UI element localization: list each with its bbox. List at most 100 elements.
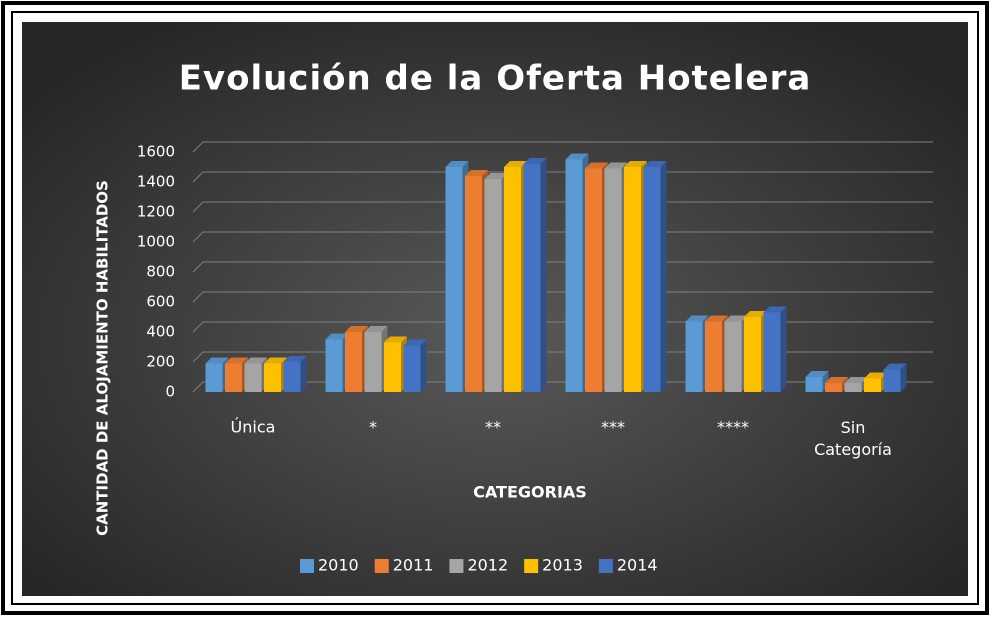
bar-top	[685, 315, 709, 322]
bar	[643, 167, 661, 392]
legend-swatch	[524, 559, 539, 573]
grid-line	[192, 231, 933, 243]
bar-top	[364, 326, 388, 332]
y-tick-label: 400	[146, 323, 175, 341]
bar-top	[604, 162, 628, 169]
grid-line	[192, 201, 933, 213]
bar	[523, 164, 541, 392]
y-tick-label: 1600	[137, 143, 175, 161]
bar-top	[805, 371, 829, 377]
bar-top	[643, 161, 667, 167]
bar-top	[403, 339, 427, 346]
bar-side	[660, 161, 667, 392]
bar	[205, 363, 223, 392]
bar	[724, 321, 742, 392]
legend-label: 2010	[318, 556, 359, 575]
bar	[744, 317, 761, 392]
legend-swatch	[598, 559, 613, 573]
bar	[384, 342, 401, 392]
y-tick-label: 1400	[137, 173, 175, 191]
grid-line	[192, 171, 933, 183]
x-tick-label: *	[369, 418, 377, 437]
bar-top	[565, 153, 589, 160]
bar-top	[264, 357, 287, 364]
y-tick-label: 800	[146, 263, 175, 281]
bar-top	[763, 306, 787, 313]
bar-top	[465, 170, 488, 176]
bar-top	[345, 326, 368, 332]
legend-label: 2012	[467, 556, 508, 575]
x-tick-label: Única	[231, 418, 276, 437]
bar	[403, 345, 421, 392]
bar-top	[205, 357, 229, 364]
bar-side	[900, 363, 907, 392]
bar	[283, 362, 301, 392]
x-tick-label: ****	[717, 418, 749, 437]
bar	[805, 377, 823, 392]
bar-top	[864, 372, 887, 379]
grid-line	[192, 261, 933, 273]
bar-top	[624, 161, 647, 167]
legend-label: 2014	[617, 556, 658, 575]
bar	[364, 332, 382, 392]
bar	[825, 383, 842, 392]
y-tick-label: 200	[146, 353, 175, 371]
bar-top	[744, 311, 767, 317]
inner-frame	[11, 11, 979, 605]
bar-side	[300, 356, 307, 392]
bar-side	[420, 339, 427, 392]
bar-side	[780, 306, 787, 392]
bar-top	[724, 315, 748, 322]
bar	[604, 168, 622, 392]
x-tick-label: ***	[601, 418, 625, 437]
bar	[465, 176, 482, 392]
bar-top	[705, 315, 728, 322]
bar-side	[540, 158, 547, 392]
bar-top	[283, 356, 307, 362]
bar	[345, 332, 362, 392]
bar	[264, 363, 281, 392]
bar-top	[585, 162, 608, 169]
legend-label: 2011	[393, 556, 434, 575]
bar	[325, 339, 343, 392]
bar	[864, 378, 881, 392]
bar-top	[844, 377, 868, 383]
grid-line	[192, 141, 933, 153]
bar-top	[325, 333, 349, 340]
bar	[504, 167, 521, 392]
y-tick-label: 600	[146, 293, 175, 311]
bar	[445, 167, 463, 392]
x-axis-title: CATEGORIAS	[473, 483, 587, 502]
bar	[565, 159, 583, 392]
bar-top	[244, 357, 268, 364]
bar	[244, 363, 262, 392]
bar-top	[445, 161, 469, 167]
bar-top	[225, 357, 248, 364]
x-tick-label: **	[485, 418, 501, 437]
bar-top	[523, 158, 547, 164]
legend-swatch	[374, 559, 389, 573]
bar-top	[384, 336, 407, 343]
y-tick-label: 1200	[137, 203, 175, 221]
bar	[225, 363, 242, 392]
bar	[844, 383, 862, 392]
bar-top	[484, 173, 508, 179]
legend-label: 2013	[542, 556, 583, 575]
x-tick-label: Sin Categoría	[814, 418, 892, 459]
bar	[883, 369, 901, 392]
chart-title: Evolución de la Oferta Hotelera	[179, 59, 812, 99]
legend-swatch	[300, 559, 314, 573]
bar-top	[825, 377, 848, 383]
y-tick-label: 1000	[137, 233, 175, 251]
bar-top	[504, 161, 527, 167]
bar	[763, 312, 781, 392]
y-axis-title: CANTIDAD DE ALOJAMIENTO HABILITADOS	[94, 180, 112, 536]
bar	[484, 179, 502, 392]
bar	[705, 321, 722, 392]
bar-top	[883, 363, 907, 370]
bar	[685, 321, 703, 392]
y-tick-label: 0	[165, 383, 175, 401]
legend-swatch	[449, 559, 464, 573]
grid-line	[192, 291, 933, 303]
